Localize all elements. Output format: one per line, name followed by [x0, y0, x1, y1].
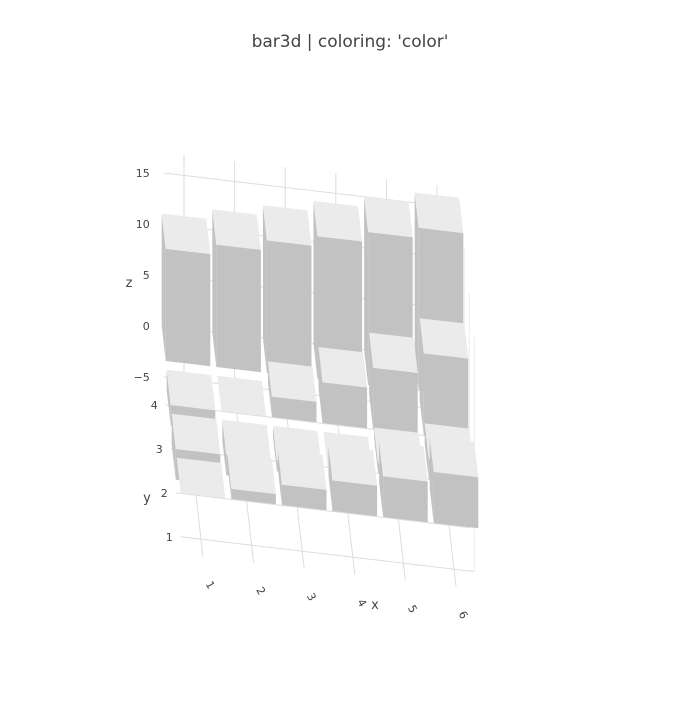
x-tick-label: 6	[456, 609, 471, 622]
bar-side-face	[222, 419, 227, 476]
z-axis-title: z	[126, 276, 133, 291]
z-tick-label: 10	[136, 218, 150, 231]
y-tick-label: 2	[161, 487, 168, 500]
bar-top-face	[364, 196, 413, 238]
bar-front-face	[373, 367, 418, 435]
bar-top-face	[277, 449, 327, 490]
bar-top-face	[161, 213, 211, 254]
bar-side-face	[262, 205, 267, 373]
bar-side-face	[267, 361, 272, 417]
bar-top-face	[318, 347, 368, 388]
bar-side-face	[272, 425, 277, 472]
bar	[429, 436, 479, 529]
y-gridline-floor	[180, 536, 475, 573]
bar-side-face	[212, 209, 217, 367]
bar-top-face	[212, 209, 261, 250]
y-tick-label: 4	[151, 399, 158, 412]
bar-top-face	[328, 445, 378, 486]
bar-front-face	[423, 353, 469, 441]
bar-side-face	[419, 318, 424, 435]
chart-title: bar3d | coloring: 'color'	[251, 32, 449, 52]
bar	[277, 449, 327, 511]
bar-top-face	[379, 441, 428, 482]
bar-side-face	[414, 192, 419, 391]
bar-side-face	[379, 441, 384, 517]
x-tick-label: 3	[304, 591, 319, 604]
bar	[217, 375, 266, 417]
bar-front-face	[216, 244, 261, 373]
y-axis-title: y	[143, 491, 151, 506]
z-tick-label: 5	[143, 269, 150, 282]
bar-side-face	[424, 423, 429, 479]
bar-side-face	[227, 453, 232, 499]
y-tick-label: 3	[156, 443, 163, 456]
bar-side-face	[166, 369, 171, 426]
bar-top-face	[419, 318, 469, 359]
bar-front-face	[266, 240, 312, 379]
bar-front-face	[433, 472, 479, 529]
x-tick-label: 2	[253, 585, 268, 598]
bar-side-face	[277, 449, 282, 505]
bar	[313, 201, 363, 385]
bar-top-face	[369, 332, 418, 373]
bar-side-face	[369, 332, 374, 429]
bar-front-face	[332, 480, 378, 517]
bar-side-face	[429, 436, 434, 523]
bar-front-face	[383, 476, 428, 523]
bar-top-face	[262, 205, 312, 246]
bar	[369, 332, 418, 435]
bar	[227, 453, 276, 505]
bar-top-face	[414, 192, 464, 233]
bar-front-face	[281, 484, 327, 511]
bar-front-face	[322, 382, 368, 429]
bar-side-face	[161, 213, 166, 361]
bar-top-face	[267, 361, 317, 402]
bar-side-face	[374, 427, 379, 473]
x-tick-label: 4	[354, 597, 369, 610]
x-tick-label: 5	[405, 603, 420, 616]
bar-side-face	[313, 201, 318, 379]
z-gridline	[163, 172, 458, 209]
z-tick-label: 15	[136, 167, 150, 180]
bar	[318, 347, 368, 429]
bars-layer	[161, 192, 479, 529]
bar-side-face	[328, 445, 333, 511]
bar-top-face	[222, 419, 271, 461]
bar	[419, 318, 469, 441]
bar-front-face	[317, 236, 363, 385]
bar-top-face	[217, 375, 266, 417]
bar	[267, 361, 317, 423]
z-tick-label: 0	[143, 320, 150, 333]
bar	[262, 205, 312, 379]
bar-front-face	[231, 488, 276, 505]
bar	[176, 457, 226, 499]
bar-top-face	[227, 453, 276, 494]
bar	[161, 213, 211, 367]
y-tick-label: 1	[166, 531, 173, 544]
bar	[379, 441, 428, 523]
bar-top-face	[171, 413, 221, 455]
bar-side-face	[364, 196, 369, 385]
bar-side-face	[318, 347, 323, 423]
x-axis-title: x	[371, 598, 379, 613]
bar-front-face	[271, 396, 317, 423]
bar-side-face	[171, 413, 176, 480]
x-tick-label: 1	[203, 579, 218, 592]
bar-top-face	[429, 436, 479, 478]
bar-top-face	[313, 201, 363, 242]
bar	[328, 445, 378, 517]
bar-top-face	[176, 457, 226, 499]
y-gridline-floor	[175, 492, 470, 529]
bar-top-face	[166, 369, 216, 411]
bar	[212, 209, 261, 373]
bar-front-face	[165, 248, 211, 367]
z-tick-label: −5	[134, 371, 150, 384]
